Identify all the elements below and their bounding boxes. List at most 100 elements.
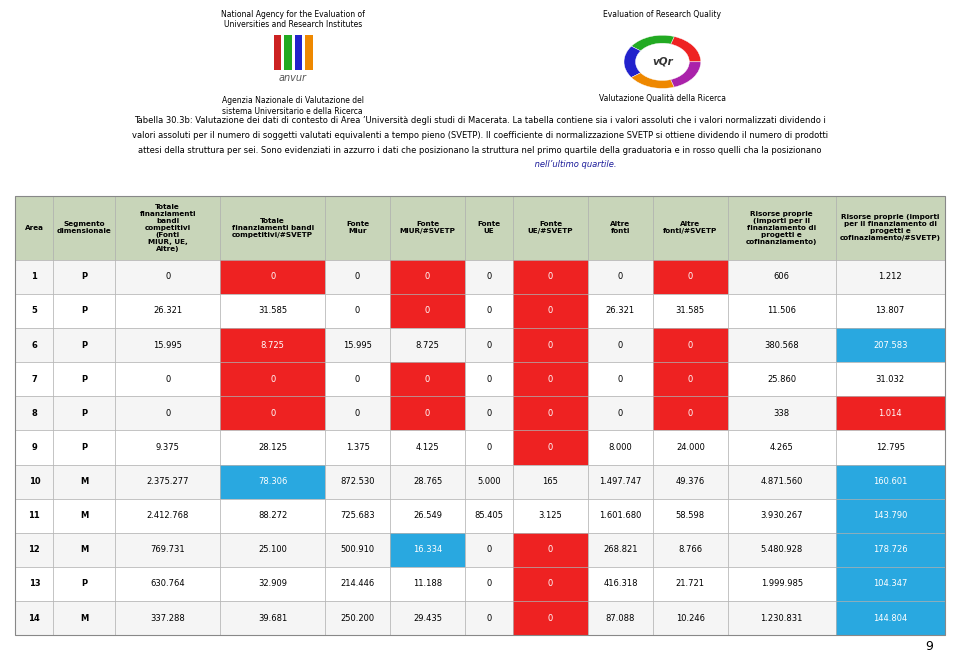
Text: 0: 0 xyxy=(687,409,693,418)
Text: 1: 1 xyxy=(32,273,37,281)
Wedge shape xyxy=(671,37,701,62)
Bar xyxy=(728,601,836,635)
Bar xyxy=(305,35,313,70)
Text: 6: 6 xyxy=(32,340,37,350)
Text: 0: 0 xyxy=(618,273,623,281)
Text: 13: 13 xyxy=(29,579,40,589)
Text: P: P xyxy=(82,273,87,281)
Bar xyxy=(728,294,836,328)
Bar xyxy=(653,499,728,533)
Bar xyxy=(653,260,728,294)
Text: 178.726: 178.726 xyxy=(873,545,907,555)
Text: 11: 11 xyxy=(29,511,40,520)
Text: Agenzia Nazionale di Valutazione del
sistema Universitario e della Ricerca: Agenzia Nazionale di Valutazione del sis… xyxy=(222,96,364,116)
Text: 0: 0 xyxy=(487,579,492,589)
Text: 500.910: 500.910 xyxy=(341,545,374,555)
Wedge shape xyxy=(632,35,674,51)
Text: 0: 0 xyxy=(548,579,553,589)
Bar xyxy=(220,328,325,362)
Text: 338: 338 xyxy=(774,409,790,418)
Text: 337.288: 337.288 xyxy=(151,614,185,622)
Bar xyxy=(54,260,115,294)
Text: 11.188: 11.188 xyxy=(413,579,443,589)
Text: 58.598: 58.598 xyxy=(676,511,705,520)
Text: P: P xyxy=(82,443,87,452)
Bar xyxy=(220,396,325,430)
Text: 85.405: 85.405 xyxy=(474,511,503,520)
Bar xyxy=(728,260,836,294)
Bar xyxy=(15,328,54,362)
Text: 0: 0 xyxy=(270,374,276,384)
Bar xyxy=(588,533,653,567)
Text: 31.585: 31.585 xyxy=(258,307,287,315)
Text: Evaluation of Research Quality: Evaluation of Research Quality xyxy=(604,10,721,19)
Bar xyxy=(15,196,54,260)
Text: 4.871.560: 4.871.560 xyxy=(760,477,803,486)
Text: 630.764: 630.764 xyxy=(151,579,185,589)
Text: attesi della struttura per sei. Sono evidenziati in azzurro i dati che posiziona: attesi della struttura per sei. Sono evi… xyxy=(138,146,822,155)
Text: 268.821: 268.821 xyxy=(603,545,637,555)
Bar xyxy=(220,294,325,328)
Text: 88.272: 88.272 xyxy=(258,511,287,520)
Text: 26.321: 26.321 xyxy=(606,307,635,315)
Bar xyxy=(220,464,325,499)
Text: 0: 0 xyxy=(618,409,623,418)
Text: 32.909: 32.909 xyxy=(258,579,287,589)
Text: 7: 7 xyxy=(32,374,37,384)
Text: 9: 9 xyxy=(925,640,933,653)
Text: nell’ultimo quartile.: nell’ultimo quartile. xyxy=(344,160,616,170)
Text: 0: 0 xyxy=(487,614,492,622)
Bar xyxy=(836,294,945,328)
Text: 250.200: 250.200 xyxy=(341,614,374,622)
Bar xyxy=(220,601,325,635)
Bar xyxy=(115,196,220,260)
Text: 11.506: 11.506 xyxy=(767,307,796,315)
Text: 1.212: 1.212 xyxy=(878,273,902,281)
Text: 872.530: 872.530 xyxy=(341,477,374,486)
Text: 769.731: 769.731 xyxy=(151,545,185,555)
Bar xyxy=(465,601,513,635)
Bar xyxy=(390,328,465,362)
Text: 1.601.680: 1.601.680 xyxy=(599,511,641,520)
Bar xyxy=(390,499,465,533)
Bar xyxy=(220,499,325,533)
Text: 0: 0 xyxy=(355,273,360,281)
Text: Fonte
UE: Fonte UE xyxy=(477,221,500,235)
Text: 0: 0 xyxy=(618,374,623,384)
Bar xyxy=(115,430,220,464)
Text: 0: 0 xyxy=(487,409,492,418)
Bar xyxy=(54,567,115,601)
Text: Fonte
Miur: Fonte Miur xyxy=(346,221,370,235)
Bar xyxy=(728,430,836,464)
Bar xyxy=(15,260,54,294)
Text: M: M xyxy=(81,477,88,486)
Bar xyxy=(588,567,653,601)
Bar xyxy=(54,464,115,499)
Bar xyxy=(220,260,325,294)
Bar xyxy=(15,294,54,328)
Bar xyxy=(513,362,588,396)
Text: 39.681: 39.681 xyxy=(258,614,287,622)
Bar xyxy=(115,567,220,601)
Text: 3.930.267: 3.930.267 xyxy=(760,511,803,520)
Wedge shape xyxy=(624,46,640,78)
Text: 10.246: 10.246 xyxy=(676,614,705,622)
Text: 0: 0 xyxy=(425,307,430,315)
Text: 0: 0 xyxy=(270,409,276,418)
Bar xyxy=(54,196,115,260)
Bar xyxy=(15,196,945,635)
Bar xyxy=(513,601,588,635)
Bar xyxy=(588,464,653,499)
Bar xyxy=(728,328,836,362)
Bar xyxy=(513,567,588,601)
Text: M: M xyxy=(81,511,88,520)
Bar xyxy=(325,196,390,260)
Bar xyxy=(54,396,115,430)
Text: 143.790: 143.790 xyxy=(873,511,907,520)
Bar xyxy=(513,499,588,533)
Bar xyxy=(325,499,390,533)
Bar xyxy=(513,464,588,499)
Bar xyxy=(390,601,465,635)
Bar xyxy=(465,396,513,430)
Text: 0: 0 xyxy=(548,409,553,418)
